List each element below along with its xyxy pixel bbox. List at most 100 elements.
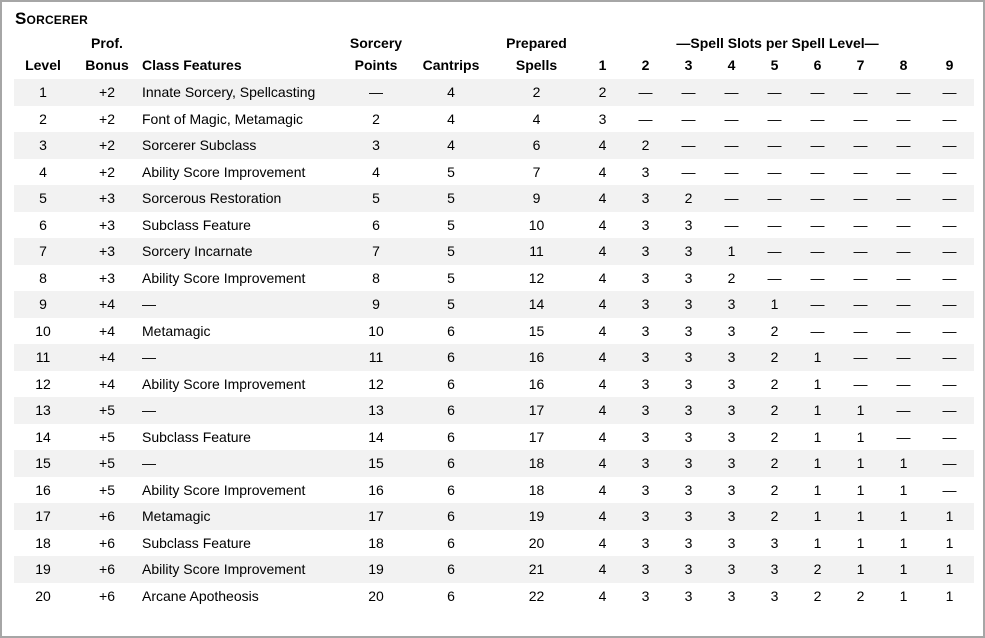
class-features-cell: Metamagic (142, 322, 211, 339)
spell-slot-cell: 4 (581, 397, 624, 424)
level-cell: 1 (14, 79, 72, 106)
spell-slot-cell: — (896, 163, 911, 180)
spell-slot-cell: — (810, 163, 825, 180)
class-features-cell: Subclass Feature (142, 428, 251, 445)
prepared-spells-cell: 11 (492, 238, 581, 265)
spell-slot-cell: 3 (641, 428, 650, 445)
spell-slot-cell: — (767, 110, 782, 127)
class-features-cell: Sorcery Incarnate (142, 238, 342, 265)
level-cell: 18 (35, 534, 51, 551)
spell-slot-cell: 1 (796, 397, 839, 424)
spell-slot-cell: — (896, 428, 911, 445)
prof-bonus-cell: +4 (99, 322, 115, 339)
table-row: 2 +2 Font of Magic, Metamagic 2 4 4 3 — — — — — — — — (14, 106, 974, 133)
spell-slot-cell: — (925, 238, 975, 265)
spell-slot-cell: 2 (796, 556, 839, 583)
spell-slot-cell: 2 (753, 503, 796, 530)
spell-slot-cell: 3 (727, 428, 736, 445)
spell-slot-cell: — (767, 269, 782, 286)
class-features-cell: Ability Score Improvement (142, 269, 306, 286)
sorcery-points-cell: 13 (342, 397, 410, 424)
class-features-cell: Arcane Apotheosis (142, 587, 259, 604)
spell-slot-cell: 4 (598, 481, 607, 498)
spell-slot-cell: 1 (882, 503, 925, 530)
table-row: 13 +5—13 6 17 4 3 3 3 2 1 1— — (14, 397, 975, 424)
spell-slot-cell: 3 (641, 375, 650, 392)
spell-slot-cell: — (724, 110, 739, 127)
prof-bonus-header-line2: Bonus (85, 57, 129, 73)
level-cell: 19 (14, 556, 72, 583)
cantrips-cell: 6 (447, 587, 455, 604)
spell-slot-cell: — (942, 322, 957, 339)
spell-slot-cell: 3 (753, 556, 796, 583)
spell-slot-cell: — (638, 110, 653, 127)
spell-slot-cell: 1 (796, 503, 839, 530)
table-row: 14 +5 Subclass Feature 14 6 17 4 3 3 3 2 1 1 — — (14, 424, 974, 451)
spell-slot-cell: — (753, 79, 796, 106)
spell-slot-cell: 1 (945, 587, 954, 604)
spell-slot-cell: 1 (839, 397, 882, 424)
prepared-spells-cell: 19 (492, 503, 581, 530)
spell-slot-cell: — (896, 110, 911, 127)
spell-slot-cell: 1 (839, 450, 882, 477)
sorcery-points-cell: 8 (372, 269, 380, 286)
spell-slot-cell: — (882, 132, 925, 159)
spell-slot-cell: 1 (710, 238, 753, 265)
spell-slot-cell: 3 (684, 587, 693, 604)
spell-slot-cell: 3 (624, 556, 667, 583)
spell-slot-cell: — (796, 132, 839, 159)
sorcery-points-cell: 20 (368, 587, 384, 604)
spell-slot-cell: 3 (727, 587, 736, 604)
prof-bonus-cell: +6 (99, 534, 115, 551)
prepared-spells-cell: 4 (532, 110, 541, 127)
level-cell: 6 (39, 216, 47, 233)
spell-slot-cell: 3 (684, 322, 693, 339)
spell-slot-cell: — (796, 185, 839, 212)
spell-slot-cell: — (753, 238, 796, 265)
class-features-cell: Font of Magic, Metamagic (142, 110, 304, 127)
spell-slot-cell: 1 (796, 344, 839, 371)
spell-slot-cell: — (839, 185, 882, 212)
sorcerer-class-table: Prof. Sorcery Prepared —Spell Slots per … (14, 33, 975, 609)
spell-slot-cell: 3 (624, 503, 667, 530)
table-row: 19 +6 Ability Score Improvement 19 6 21 4 3 3 3 3 2… (14, 556, 975, 583)
cantrips-cell: 6 (410, 450, 492, 477)
slot-level-8-header: 8 (899, 57, 908, 73)
spell-slot-cell: 4 (581, 556, 624, 583)
level-cell: 14 (35, 428, 51, 445)
spell-slot-cell: 4 (598, 322, 607, 339)
table-row: 6 +3 Subclass Feature 6 5 10 4 3 3 — — — — — — (14, 212, 974, 239)
spell-slot-cell: — (925, 132, 975, 159)
prof-bonus-header-line1: Prof. (91, 35, 123, 51)
spell-slot-cell: — (896, 216, 911, 233)
class-features-cell: Subclass Feature (142, 216, 251, 233)
spell-slot-cell: 4 (598, 534, 607, 551)
level-cell: 9 (14, 291, 72, 318)
spell-slot-cell: — (810, 269, 825, 286)
spell-slot-cell: — (681, 110, 696, 127)
sorcery-points-cell: 18 (368, 534, 384, 551)
spell-slot-cell: 2 (813, 587, 822, 604)
spell-slot-cell: — (810, 322, 825, 339)
spell-slot-cell: 2 (856, 587, 865, 604)
level-cell: 4 (39, 163, 47, 180)
slot-level-7-header: 7 (856, 57, 865, 73)
table-row: 17 +6 Metamagic 17 6 19 4 3 3 3 2 1 1 1 1 (14, 503, 975, 530)
sorcery-points-cell: 14 (368, 428, 384, 445)
spell-slot-cell: 1 (856, 481, 865, 498)
table-row: 3 +2 Sorcerer Subclass 3 4 6 4 2— — — — — — — (14, 132, 975, 159)
spell-slot-cell: — (925, 344, 975, 371)
class-features-cell: Innate Sorcery, Spellcasting (142, 79, 342, 106)
prof-bonus-cell: +3 (72, 238, 142, 265)
class-features-cell: — (142, 344, 342, 371)
spell-slot-cell: — (839, 132, 882, 159)
cantrips-cell: 6 (447, 534, 455, 551)
spell-slot-cell: — (839, 291, 882, 318)
spell-slot-cell: 3 (684, 375, 693, 392)
spell-slot-cell: — (942, 216, 957, 233)
spell-slot-cell: 2 (770, 481, 779, 498)
spell-slot-cell: 4 (598, 428, 607, 445)
spell-slot-cell: 2 (770, 375, 779, 392)
spell-slot-cell: — (839, 344, 882, 371)
